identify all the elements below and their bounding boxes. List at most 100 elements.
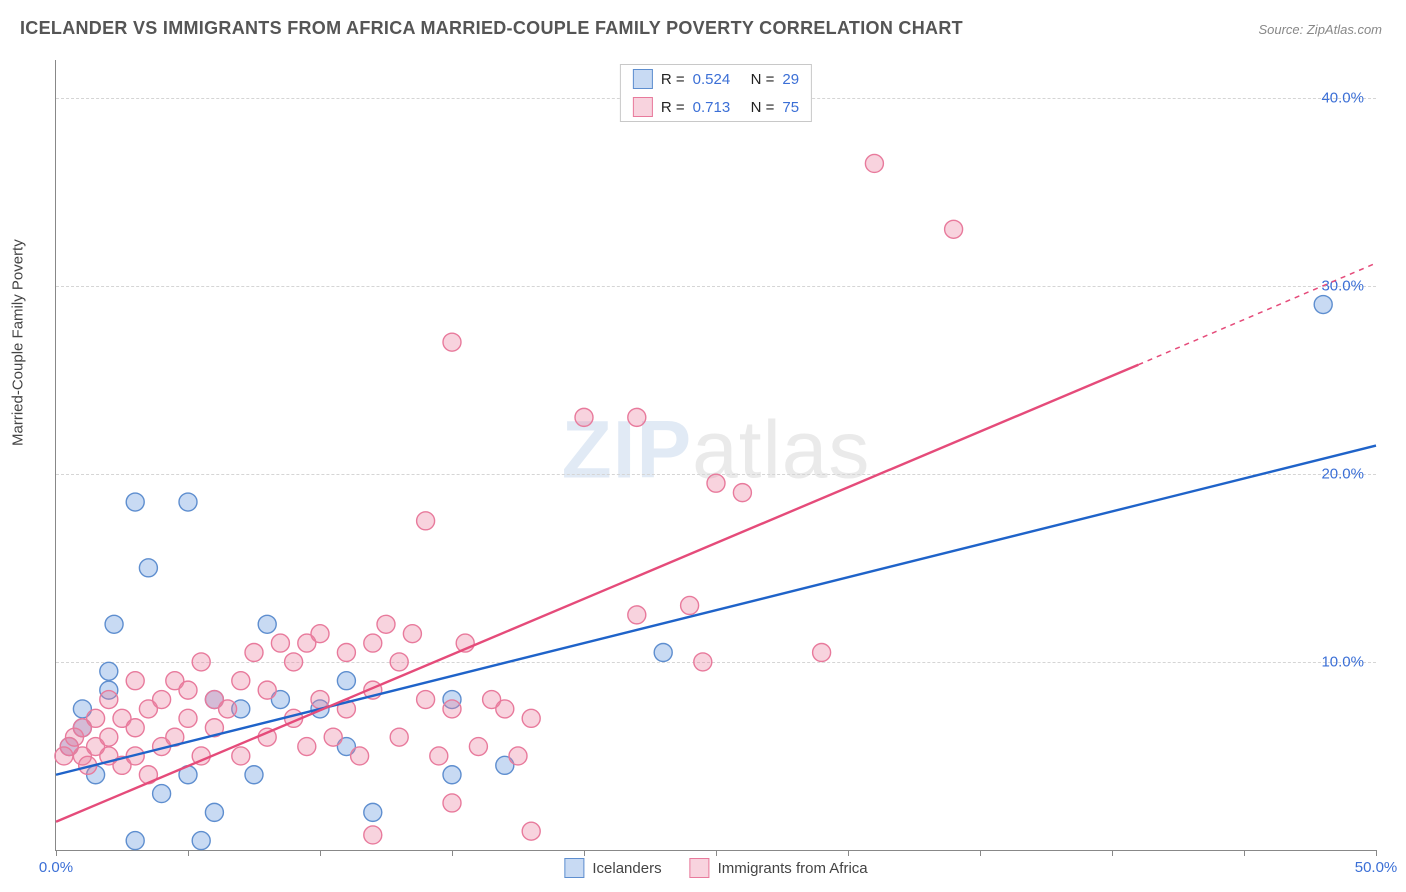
x-tick: [452, 850, 453, 856]
series-label: Icelanders: [592, 860, 661, 877]
x-tick: [56, 850, 57, 856]
n-label: N =: [751, 71, 775, 88]
swatch-icon: [633, 97, 653, 117]
data-point-immigrants: [192, 653, 210, 671]
data-point-immigrants: [417, 691, 435, 709]
data-point-immigrants: [681, 596, 699, 614]
data-point-icelanders: [1314, 296, 1332, 314]
data-point-immigrants: [232, 672, 250, 690]
chart-title: ICELANDER VS IMMIGRANTS FROM AFRICA MARR…: [20, 18, 963, 39]
x-tick: [716, 850, 717, 856]
legend-row-immigrants: R = 0.713 N = 75: [621, 93, 811, 121]
data-point-immigrants: [443, 333, 461, 351]
data-point-immigrants: [496, 700, 514, 718]
data-point-icelanders: [100, 662, 118, 680]
data-point-immigrants: [232, 747, 250, 765]
data-point-icelanders: [126, 493, 144, 511]
chart-plot-area: ZIPatlas 10.0%20.0%30.0%40.0% 0.0%50.0% …: [55, 60, 1376, 851]
data-point-immigrants: [813, 644, 831, 662]
data-point-immigrants: [403, 625, 421, 643]
x-tick: [848, 850, 849, 856]
data-point-icelanders: [179, 493, 197, 511]
data-point-immigrants: [733, 484, 751, 502]
data-point-icelanders: [139, 559, 157, 577]
data-point-immigrants: [522, 822, 540, 840]
data-point-immigrants: [245, 644, 263, 662]
data-point-immigrants: [100, 691, 118, 709]
data-point-immigrants: [298, 738, 316, 756]
r-label: R =: [661, 71, 685, 88]
data-point-immigrants: [311, 625, 329, 643]
data-point-immigrants: [377, 615, 395, 633]
data-point-immigrants: [469, 738, 487, 756]
data-point-immigrants: [865, 154, 883, 172]
x-tick: [1112, 850, 1113, 856]
data-point-icelanders: [153, 785, 171, 803]
swatch-icon: [633, 69, 653, 89]
data-point-immigrants: [179, 681, 197, 699]
n-label: N =: [751, 99, 775, 116]
data-point-immigrants: [126, 719, 144, 737]
data-point-immigrants: [628, 408, 646, 426]
data-point-immigrants: [311, 691, 329, 709]
data-point-immigrants: [351, 747, 369, 765]
data-point-immigrants: [258, 681, 276, 699]
data-point-icelanders: [105, 615, 123, 633]
data-point-icelanders: [337, 672, 355, 690]
n-value: 75: [782, 99, 799, 116]
trend-line-icelanders: [56, 446, 1376, 775]
scatter-svg: [56, 60, 1376, 850]
data-point-immigrants: [390, 653, 408, 671]
x-tick: [188, 850, 189, 856]
x-tick-label: 50.0%: [1355, 859, 1398, 876]
data-point-icelanders: [364, 803, 382, 821]
data-point-immigrants: [324, 728, 342, 746]
data-point-immigrants: [509, 747, 527, 765]
data-point-immigrants: [694, 653, 712, 671]
legend-row-icelanders: R = 0.524 N = 29: [621, 65, 811, 93]
data-point-icelanders: [245, 766, 263, 784]
data-point-immigrants: [364, 826, 382, 844]
x-tick: [1376, 850, 1377, 856]
swatch-icon: [564, 858, 584, 878]
data-point-immigrants: [87, 709, 105, 727]
x-tick: [1244, 850, 1245, 856]
r-label: R =: [661, 99, 685, 116]
series-label: Immigrants from Africa: [718, 860, 868, 877]
legend-item-icelanders: Icelanders: [564, 858, 661, 878]
correlation-legend: R = 0.524 N = 29 R = 0.713 N = 75: [620, 64, 812, 122]
data-point-immigrants: [219, 700, 237, 718]
trend-line-dashed-immigrants: [1138, 263, 1376, 365]
data-point-immigrants: [430, 747, 448, 765]
swatch-icon: [690, 858, 710, 878]
source-label: Source: ZipAtlas.com: [1258, 22, 1382, 37]
r-value: 0.713: [693, 99, 743, 116]
r-value: 0.524: [693, 71, 743, 88]
data-point-icelanders: [192, 832, 210, 850]
data-point-immigrants: [390, 728, 408, 746]
data-point-immigrants: [945, 220, 963, 238]
data-point-icelanders: [443, 766, 461, 784]
data-point-icelanders: [654, 644, 672, 662]
n-value: 29: [782, 71, 799, 88]
data-point-immigrants: [364, 634, 382, 652]
series-legend: Icelanders Immigrants from Africa: [564, 858, 867, 878]
data-point-icelanders: [205, 803, 223, 821]
data-point-icelanders: [258, 615, 276, 633]
legend-item-immigrants: Immigrants from Africa: [690, 858, 868, 878]
data-point-immigrants: [285, 653, 303, 671]
x-tick: [584, 850, 585, 856]
data-point-immigrants: [628, 606, 646, 624]
data-point-immigrants: [575, 408, 593, 426]
data-point-icelanders: [126, 832, 144, 850]
data-point-immigrants: [100, 728, 118, 746]
y-axis-label: Married-Couple Family Poverty: [10, 239, 27, 446]
data-point-immigrants: [271, 634, 289, 652]
data-point-immigrants: [443, 794, 461, 812]
x-tick: [320, 850, 321, 856]
data-point-immigrants: [707, 474, 725, 492]
data-point-immigrants: [126, 672, 144, 690]
data-point-immigrants: [443, 700, 461, 718]
data-point-immigrants: [153, 691, 171, 709]
data-point-immigrants: [337, 644, 355, 662]
